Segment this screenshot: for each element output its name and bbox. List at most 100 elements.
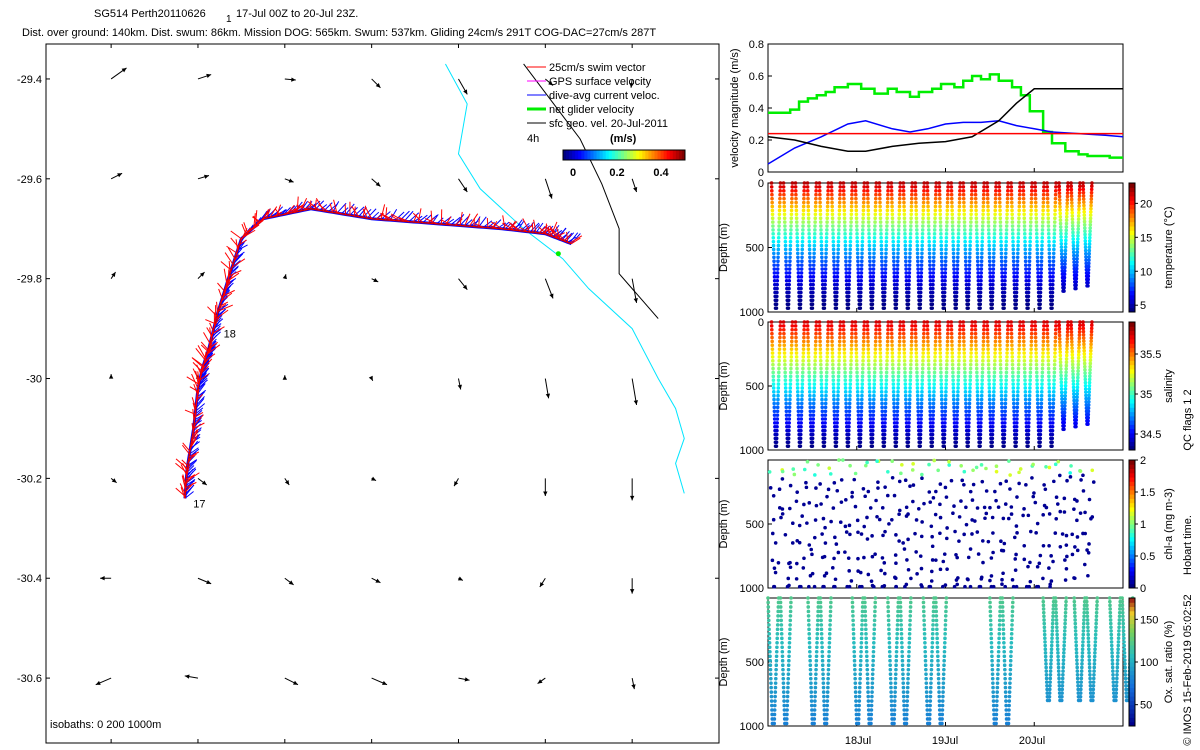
profile-point [1047, 255, 1052, 260]
profile-point [801, 351, 806, 355]
profile-point [879, 370, 883, 375]
profile-point [835, 271, 840, 275]
profile-point [1053, 216, 1057, 220]
profile-point [921, 200, 926, 205]
profile-point [814, 196, 818, 201]
profile-point [1078, 511, 1083, 515]
profile-point [824, 247, 829, 252]
profile-point [866, 224, 871, 228]
profile-point [884, 370, 889, 375]
profile-point [1065, 336, 1070, 341]
profile-point [820, 409, 825, 414]
profile-point [920, 374, 925, 379]
profile-point [1040, 386, 1044, 390]
profile-point [915, 243, 920, 248]
profile-point [858, 444, 863, 448]
profile-point [921, 343, 926, 348]
profile-point [992, 251, 996, 256]
profile-point [919, 409, 924, 414]
profile-point [973, 327, 978, 332]
section-colorbar-cell [1129, 437, 1135, 442]
profile-point [863, 463, 868, 468]
profile-point [794, 208, 799, 213]
profile-point [1039, 393, 1044, 398]
profile-point [836, 259, 840, 264]
profile-point [810, 294, 815, 299]
swim-vector [185, 481, 197, 489]
legend-time-label: 4h [527, 133, 539, 145]
profile-point [1051, 259, 1056, 264]
profile-point [978, 294, 983, 299]
profile-point [879, 228, 883, 232]
profile-point [1028, 243, 1032, 248]
profile-point [1033, 500, 1038, 505]
sfc-vector-head [629, 589, 635, 594]
profile-point [1069, 194, 1074, 198]
profile-point [890, 459, 894, 463]
velocity-ytick-label: 0.8 [749, 39, 764, 51]
profile-point [859, 401, 864, 406]
profile-point [1016, 390, 1020, 394]
profile-point [837, 339, 842, 344]
profile-point [861, 362, 865, 367]
section-colorbar-cell [1129, 575, 1135, 580]
profile-point [885, 493, 890, 498]
colorbar-cell [636, 150, 640, 160]
profile-point [792, 472, 797, 477]
profile-point [782, 216, 787, 220]
profile-point [921, 224, 925, 228]
profile-point [920, 247, 924, 252]
profile-point [855, 239, 860, 244]
profile-point [937, 335, 942, 340]
swim-vector [209, 337, 215, 347]
section-colorbar-cell [1129, 411, 1135, 417]
profile-point [956, 370, 961, 375]
profile-point [886, 320, 891, 324]
profile-point [1088, 216, 1093, 221]
profile-point [902, 343, 906, 348]
profile-point [861, 208, 866, 213]
profile-point [1036, 278, 1041, 283]
profile-point [799, 267, 804, 271]
swim-vector [194, 412, 204, 418]
profile-point [773, 694, 777, 699]
profile-point [784, 401, 788, 406]
profile-point [831, 366, 835, 371]
profile-point [1018, 467, 1023, 471]
profile-point [1003, 409, 1007, 414]
profile-point [987, 232, 991, 236]
profile-point [808, 658, 812, 663]
profile-point [885, 204, 890, 209]
profile-point [999, 390, 1004, 394]
profile-point [1011, 251, 1016, 256]
profile-point [980, 386, 984, 390]
profile-point [790, 541, 795, 545]
profile-point [854, 351, 859, 355]
profile-point [901, 189, 906, 193]
profile-point [963, 390, 968, 394]
profile-point [1041, 335, 1046, 340]
profile-point [850, 181, 855, 185]
profile-point [1082, 352, 1087, 356]
profile-point [986, 355, 991, 359]
profile-point [916, 413, 921, 417]
profile-point [938, 567, 943, 572]
profile-point [901, 181, 906, 185]
profile-point [962, 343, 966, 348]
profile-point [1000, 278, 1005, 283]
profile-point [883, 413, 888, 417]
profile-point [787, 409, 792, 414]
profile-point [940, 278, 945, 283]
profile-point [944, 243, 948, 248]
profile-point [907, 275, 912, 279]
profile-point [1016, 370, 1021, 375]
profile-point [799, 401, 804, 406]
profile-point [961, 189, 966, 193]
profile-point [860, 386, 864, 390]
profile-point [1058, 473, 1062, 478]
profile-point [981, 196, 986, 201]
profile-point [999, 539, 1003, 544]
profile-point [1068, 475, 1073, 479]
profile-point [986, 208, 990, 213]
profile-point [981, 359, 985, 363]
